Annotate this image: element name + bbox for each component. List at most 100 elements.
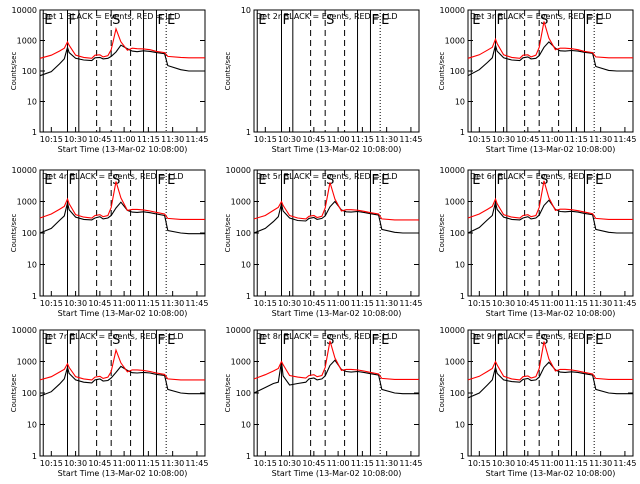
series-events-line xyxy=(39,201,205,235)
marker-label: S xyxy=(112,13,120,28)
y-tick-label: 1 xyxy=(246,452,251,461)
marker-label: F xyxy=(283,333,290,348)
y-axis-label: Counts/sec xyxy=(10,374,18,413)
marker-label: S xyxy=(540,333,548,348)
x-axis-label: Start Time (13-Mar-02 10:08:00) xyxy=(272,309,402,318)
x-axis-label: Start Time (13-Mar-02 10:08:00) xyxy=(272,145,402,154)
panel-title: Det 3r BLACK = Events, RED = LLD xyxy=(470,12,612,21)
x-tick-label: 11:00 xyxy=(541,459,564,468)
marker-label: S xyxy=(540,173,548,188)
x-tick-label: 10:30 xyxy=(64,135,87,144)
y-tick-label: 1 xyxy=(32,452,37,461)
marker-label: E xyxy=(595,333,603,348)
y-axis-label: Counts/sec xyxy=(438,214,446,253)
y-tick-label: 1000 xyxy=(445,358,465,367)
marker-label: E xyxy=(44,13,52,28)
x-tick-label: 11:15 xyxy=(565,135,588,144)
x-axis-label: Start Time (13-Mar-02 10:08:00) xyxy=(486,145,616,154)
y-tick-label: 10000 xyxy=(440,6,465,15)
y-tick-label: 10 xyxy=(241,261,251,270)
y-tick-label: 1000 xyxy=(17,358,37,367)
x-tick-label: 10:45 xyxy=(302,299,325,308)
series-lld-line xyxy=(39,181,205,220)
x-tick-label: 11:30 xyxy=(375,135,398,144)
marker-label: E xyxy=(258,13,266,28)
marker-label: F xyxy=(371,173,378,188)
marker-label: F xyxy=(371,13,378,28)
marker-label: F xyxy=(69,173,76,188)
y-tick-label: 10 xyxy=(455,261,465,270)
marker-label: E xyxy=(167,333,175,348)
y-tick-label: 1000 xyxy=(445,37,465,46)
marker-label: F xyxy=(497,13,504,28)
marker-label: E xyxy=(595,173,603,188)
x-tick-label: 11:30 xyxy=(375,459,398,468)
y-tick-label: 1 xyxy=(246,292,251,301)
series-events-line xyxy=(39,44,205,77)
x-tick-label: 10:15 xyxy=(468,299,491,308)
y-tick-label: 100 xyxy=(450,67,465,76)
y-tick-label: 10 xyxy=(27,98,37,107)
x-tick-label: 11:15 xyxy=(351,135,374,144)
x-tick-label: 11:15 xyxy=(137,299,160,308)
marker-label: E xyxy=(167,13,175,28)
marker-label: E xyxy=(44,333,52,348)
x-tick-label: 11:30 xyxy=(375,299,398,308)
marker-label: E xyxy=(472,173,480,188)
marker-label: S xyxy=(326,333,334,348)
series-lld-line xyxy=(467,21,633,59)
panel-title: Det 8r BLACK = Events, RED = LLD xyxy=(256,332,398,341)
series-lld-line xyxy=(467,341,633,381)
y-tick-label: 1 xyxy=(32,292,37,301)
x-tick-label: 11:00 xyxy=(113,135,136,144)
y-tick-label: 10 xyxy=(455,421,465,430)
x-tick-label: 10:45 xyxy=(516,459,539,468)
series-events-line xyxy=(39,365,205,397)
y-tick-label: 1 xyxy=(246,128,251,137)
x-tick-label: 10:30 xyxy=(492,459,515,468)
panel-title: Det 7r BLACK = Events, RED = LLD xyxy=(42,332,184,341)
y-tick-label: 10000 xyxy=(12,326,37,335)
y-tick-label: 10000 xyxy=(226,326,251,335)
y-tick-label: 1000 xyxy=(445,198,465,207)
y-axis-label: Counts/sec xyxy=(10,214,18,253)
x-tick-label: 11:30 xyxy=(161,299,184,308)
x-tick-label: 10:15 xyxy=(40,459,63,468)
panel-title: Det 6r BLACK = Events, RED = LLD xyxy=(470,172,612,181)
x-tick-label: 11:45 xyxy=(185,135,208,144)
x-tick-label: 11:00 xyxy=(327,299,350,308)
y-tick-label: 10 xyxy=(27,261,37,270)
x-tick-label: 10:45 xyxy=(88,299,111,308)
axes-frame xyxy=(253,169,420,297)
panel-title: Det 5r BLACK = Events, RED = LLD xyxy=(256,172,398,181)
marker-label: E xyxy=(381,173,389,188)
x-tick-label: 10:15 xyxy=(40,135,63,144)
y-tick-label: 10000 xyxy=(12,6,37,15)
x-tick-label: 10:45 xyxy=(516,135,539,144)
marker-label: F xyxy=(283,13,290,28)
axes-frame xyxy=(467,9,634,133)
series-events-line xyxy=(253,200,419,234)
x-tick-label: 11:15 xyxy=(137,135,160,144)
marker-label: S xyxy=(326,173,334,188)
marker-label: E xyxy=(258,333,266,348)
y-axis-label: Counts/sec xyxy=(224,52,232,91)
y-tick-label: 1000 xyxy=(231,198,251,207)
y-tick-label: 10000 xyxy=(12,166,37,175)
x-tick-label: 10:45 xyxy=(88,135,111,144)
x-tick-label: 11:00 xyxy=(327,459,350,468)
x-axis-label: Start Time (13-Mar-02 10:08:00) xyxy=(272,469,402,478)
x-tick-label: 10:30 xyxy=(492,135,515,144)
x-axis-label: Start Time (13-Mar-02 10:08:00) xyxy=(58,469,188,478)
series-lld-line xyxy=(253,182,419,221)
marker-label: F xyxy=(157,13,164,28)
x-tick-label: 11:45 xyxy=(185,299,208,308)
axes-frame xyxy=(467,169,634,297)
y-tick-label: 10 xyxy=(455,98,465,107)
